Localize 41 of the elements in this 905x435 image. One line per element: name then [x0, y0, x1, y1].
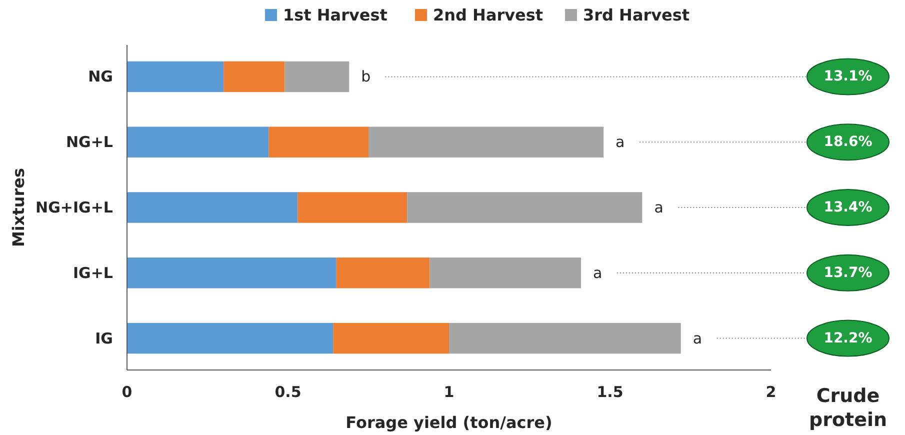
legend-label: 1st Harvest	[283, 6, 388, 24]
annotation: a	[616, 133, 625, 152]
annotation: a	[593, 264, 602, 282]
x-tick-label: 2	[766, 383, 776, 401]
x-tick-label: 0.5	[274, 383, 302, 401]
text: Crude protein	[808, 385, 888, 431]
bar	[268, 126, 368, 158]
bar	[127, 322, 334, 354]
bar	[333, 322, 449, 354]
bar	[368, 126, 604, 158]
annotation: a	[692, 329, 702, 348]
y-axis-title: Mixtures	[9, 168, 28, 248]
bar	[336, 258, 430, 288]
legend-label: 3rd Harvest	[583, 6, 690, 24]
x-tick-label: 1	[444, 383, 454, 401]
bar	[127, 258, 336, 288]
annotation: b	[361, 68, 371, 86]
text: 18.6%	[824, 134, 872, 150]
text: 13.1%	[824, 68, 872, 85]
y-tick-label: IG+L	[72, 264, 114, 282]
bar	[127, 126, 269, 158]
text: 13.7%	[824, 264, 872, 281]
bar	[407, 192, 642, 223]
x-tick-label: 1.5	[596, 383, 624, 401]
bar	[127, 61, 224, 92]
bar	[298, 192, 408, 223]
x-axis-title: Forage yield (ton/acre)	[346, 413, 552, 432]
y-tick-label: IG	[95, 329, 113, 348]
text: 12.2%	[824, 330, 872, 346]
y-tick-label: NG+L	[66, 133, 114, 152]
y-tick-label: NG+IG+L	[36, 198, 114, 216]
annotation: a	[654, 198, 664, 216]
bar	[430, 258, 582, 288]
text: 13.4%	[824, 200, 872, 216]
legend-label: 2nd Harvest	[433, 6, 544, 24]
bar	[284, 61, 350, 92]
bar	[224, 61, 285, 92]
x-tick-label: 0	[122, 383, 132, 401]
y-tick-label: NG	[88, 68, 113, 86]
bar	[127, 192, 298, 223]
bar	[449, 322, 681, 354]
